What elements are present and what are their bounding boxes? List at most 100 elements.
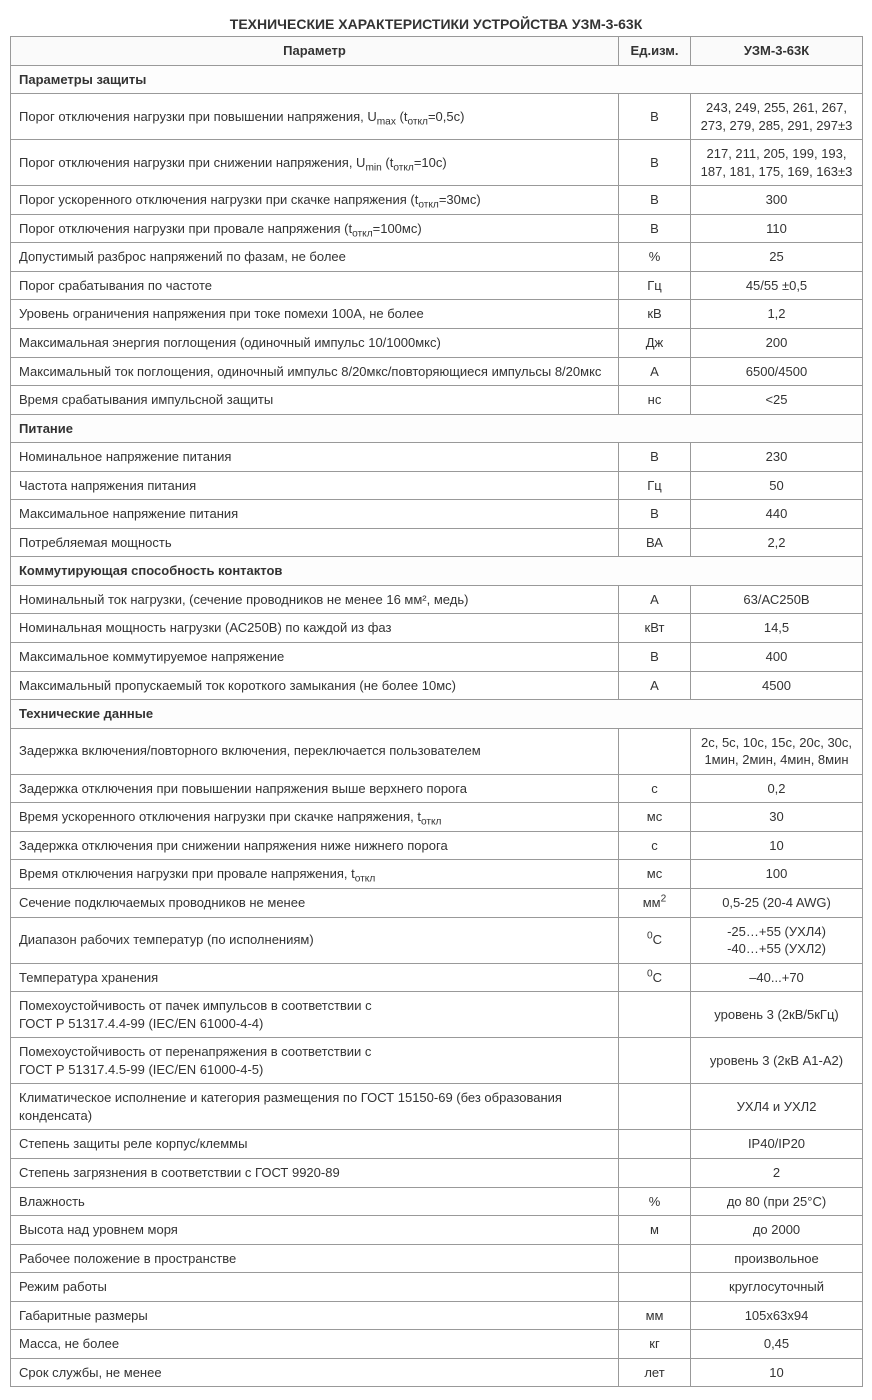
unit-cell bbox=[619, 1273, 691, 1302]
table-row: Допустимый разброс напряжений по фазам, … bbox=[11, 243, 863, 272]
value-cell: 14,5 bbox=[691, 614, 863, 643]
value-cell: 100 bbox=[691, 860, 863, 889]
value-cell: УХЛ4 и УХЛ2 bbox=[691, 1084, 863, 1130]
param-cell: Диапазон рабочих температур (по исполнен… bbox=[11, 917, 619, 963]
unit-cell: В bbox=[619, 94, 691, 140]
param-cell: Степень защиты реле корпус/клеммы bbox=[11, 1130, 619, 1159]
unit-cell: с bbox=[619, 774, 691, 803]
table-row: Габаритные размерымм105х63х94 bbox=[11, 1301, 863, 1330]
table-row: Время срабатывания импульсной защитынс<2… bbox=[11, 386, 863, 415]
table-row: Диапазон рабочих температур (по исполнен… bbox=[11, 917, 863, 963]
unit-cell bbox=[619, 1244, 691, 1273]
value-cell: круглосуточный bbox=[691, 1273, 863, 1302]
value-cell: 0,5-25 (20-4 AWG) bbox=[691, 888, 863, 917]
header-row: Параметр Ед.изм. УЗМ-3-63К bbox=[11, 37, 863, 66]
param-cell: Потребляемая мощность bbox=[11, 528, 619, 557]
unit-cell bbox=[619, 1084, 691, 1130]
param-cell: Температура хранения bbox=[11, 963, 619, 992]
section-title: Питание bbox=[11, 414, 863, 443]
param-cell: Задержка отключения при повышении напряж… bbox=[11, 774, 619, 803]
table-row: Порог отключения нагрузки при снижении н… bbox=[11, 140, 863, 186]
unit-cell: кг bbox=[619, 1330, 691, 1359]
unit-cell: мс bbox=[619, 860, 691, 889]
value-cell: 10 bbox=[691, 831, 863, 860]
unit-cell: кВт bbox=[619, 614, 691, 643]
unit-cell: В bbox=[619, 443, 691, 472]
table-row: Порог срабатывания по частотеГц45/55 ±0,… bbox=[11, 271, 863, 300]
unit-cell: Гц bbox=[619, 471, 691, 500]
param-cell: Время срабатывания импульсной защиты bbox=[11, 386, 619, 415]
param-cell: Порог отключения нагрузки при снижении н… bbox=[11, 140, 619, 186]
unit-cell: мс bbox=[619, 803, 691, 832]
value-cell: произвольное bbox=[691, 1244, 863, 1273]
header-param: Параметр bbox=[11, 37, 619, 66]
unit-cell: 0С bbox=[619, 963, 691, 992]
param-cell: Масса, не более bbox=[11, 1330, 619, 1359]
param-cell: Уровень ограничения напряжения при токе … bbox=[11, 300, 619, 329]
section-title: Параметры защиты bbox=[11, 65, 863, 94]
value-cell: до 80 (при 25°С) bbox=[691, 1187, 863, 1216]
table-row: Номинальная мощность нагрузки (АС250В) п… bbox=[11, 614, 863, 643]
table-row: Задержка отключения при снижении напряже… bbox=[11, 831, 863, 860]
table-row: Климатическое исполнение и категория раз… bbox=[11, 1084, 863, 1130]
value-cell: 10 bbox=[691, 1358, 863, 1387]
param-cell: Порог отключения нагрузки при провале на… bbox=[11, 214, 619, 243]
param-cell: Частота напряжения питания bbox=[11, 471, 619, 500]
table-row: Потребляемая мощностьВА2,2 bbox=[11, 528, 863, 557]
value-cell: 6500/4500 bbox=[691, 357, 863, 386]
table-row: Задержка включения/повторного включения,… bbox=[11, 728, 863, 774]
param-cell: Максимальный ток поглощения, одиночный и… bbox=[11, 357, 619, 386]
param-cell: Номинальный ток нагрузки, (сечение прово… bbox=[11, 585, 619, 614]
unit-cell: 0С bbox=[619, 917, 691, 963]
param-cell: Время отключения нагрузки при провале на… bbox=[11, 860, 619, 889]
param-cell: Максимальное напряжение питания bbox=[11, 500, 619, 529]
param-cell: Порог срабатывания по частоте bbox=[11, 271, 619, 300]
table-row: Максимальное коммутируемое напряжениеВ40… bbox=[11, 643, 863, 672]
unit-cell: кВ bbox=[619, 300, 691, 329]
param-cell: Сечение подключаемых проводников не мене… bbox=[11, 888, 619, 917]
param-cell: Время ускоренного отключения нагрузки пр… bbox=[11, 803, 619, 832]
unit-cell: А bbox=[619, 671, 691, 700]
unit-cell: А bbox=[619, 357, 691, 386]
value-cell: 30 bbox=[691, 803, 863, 832]
param-cell: Порог ускоренного отключения нагрузки пр… bbox=[11, 186, 619, 215]
header-value: УЗМ-3-63К bbox=[691, 37, 863, 66]
param-cell: Максимальное коммутируемое напряжение bbox=[11, 643, 619, 672]
value-cell: 25 bbox=[691, 243, 863, 272]
param-cell: Максимальная энергия поглощения (одиночн… bbox=[11, 329, 619, 358]
unit-cell bbox=[619, 1038, 691, 1084]
table-row: Задержка отключения при повышении напряж… bbox=[11, 774, 863, 803]
value-cell: -25…+55 (УХЛ4)-40…+55 (УХЛ2) bbox=[691, 917, 863, 963]
section-row: Коммутирующая способность контактов bbox=[11, 557, 863, 586]
section-title: Технические данные bbox=[11, 700, 863, 729]
value-cell: 4500 bbox=[691, 671, 863, 700]
section-row: Технические данные bbox=[11, 700, 863, 729]
table-row: Уровень ограничения напряжения при токе … bbox=[11, 300, 863, 329]
table-row: Порог отключения нагрузки при повышении … bbox=[11, 94, 863, 140]
value-cell: 0,2 bbox=[691, 774, 863, 803]
value-cell: IP40/IP20 bbox=[691, 1130, 863, 1159]
table-row: Время ускоренного отключения нагрузки пр… bbox=[11, 803, 863, 832]
unit-cell: мм bbox=[619, 1301, 691, 1330]
param-cell: Допустимый разброс напряжений по фазам, … bbox=[11, 243, 619, 272]
table-row: Сечение подключаемых проводников не мене… bbox=[11, 888, 863, 917]
unit-cell: Дж bbox=[619, 329, 691, 358]
unit-cell: В bbox=[619, 140, 691, 186]
section-row: Питание bbox=[11, 414, 863, 443]
table-row: Помехоустойчивость от перенапряжения в с… bbox=[11, 1038, 863, 1084]
value-cell: 1,2 bbox=[691, 300, 863, 329]
table-row: Номинальное напряжение питанияВ230 bbox=[11, 443, 863, 472]
table-row: Максимальное напряжение питанияВ440 bbox=[11, 500, 863, 529]
value-cell: 230 bbox=[691, 443, 863, 472]
unit-cell: В bbox=[619, 186, 691, 215]
table-row: Максимальная энергия поглощения (одиночн… bbox=[11, 329, 863, 358]
param-cell: Порог отключения нагрузки при повышении … bbox=[11, 94, 619, 140]
param-cell: Влажность bbox=[11, 1187, 619, 1216]
unit-cell: м bbox=[619, 1216, 691, 1245]
unit-cell: А bbox=[619, 585, 691, 614]
value-cell: –40...+70 bbox=[691, 963, 863, 992]
table-row: Степень защиты реле корпус/клеммы IP40/IP… bbox=[11, 1130, 863, 1159]
unit-cell bbox=[619, 1130, 691, 1159]
table-row: Режим работыкруглосуточный bbox=[11, 1273, 863, 1302]
value-cell: 2,2 bbox=[691, 528, 863, 557]
